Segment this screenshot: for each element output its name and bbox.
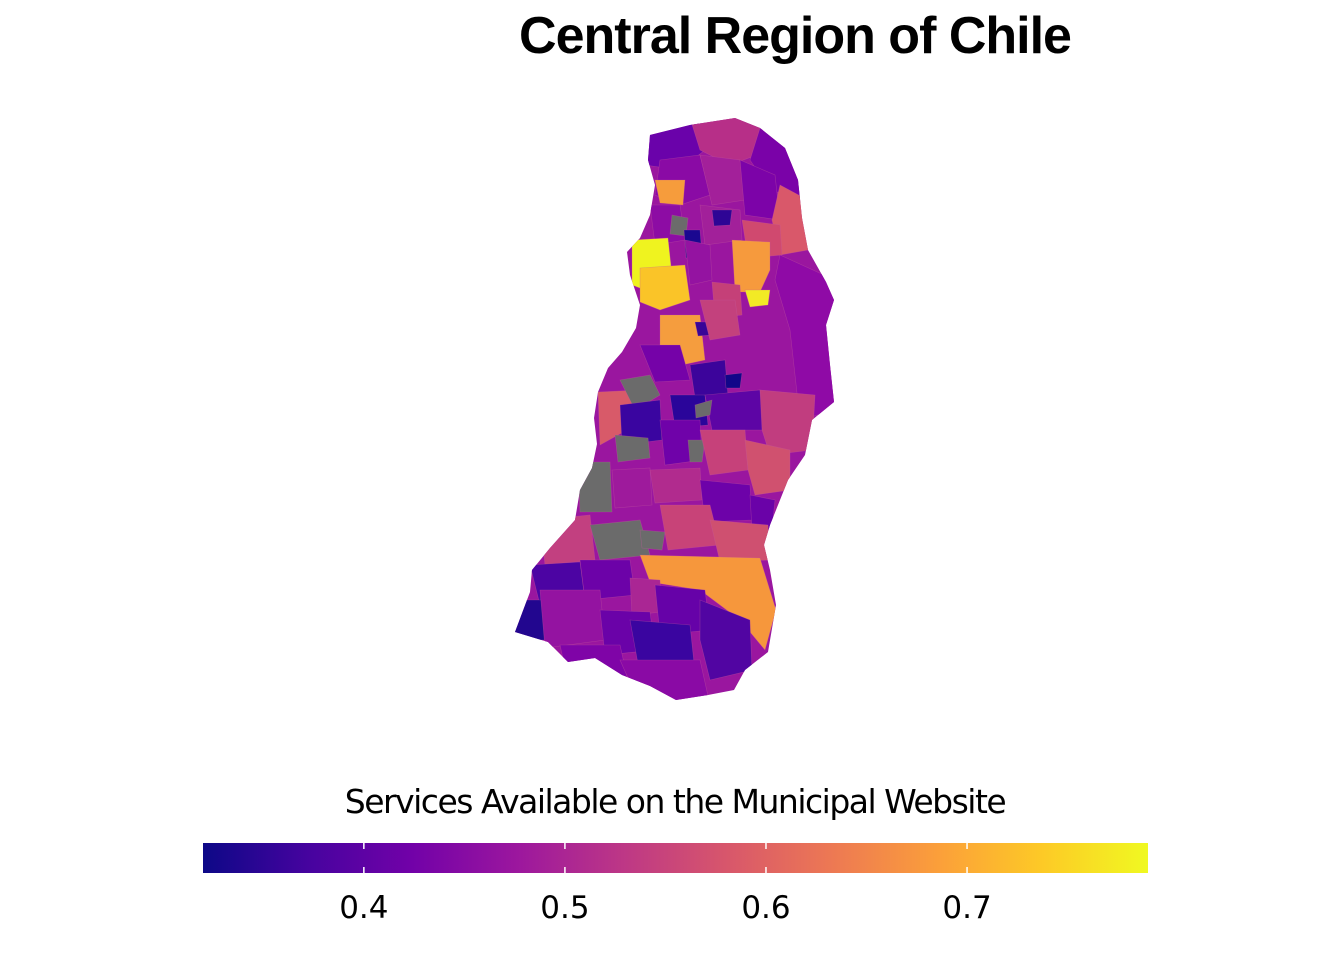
colorbar-tick-label: 0.4 [339,890,389,926]
colorbar-tick-label: 0.5 [540,890,590,926]
colorbar-tick-label: 0.6 [741,890,791,926]
colorbar [203,843,1148,873]
colorbar-gradient [203,843,1148,873]
map-title: Central Region of Chile [519,7,1072,65]
legend-title: Services Available on the Municipal Webs… [344,782,1007,821]
colorbar-tick-label: 0.7 [942,890,992,926]
